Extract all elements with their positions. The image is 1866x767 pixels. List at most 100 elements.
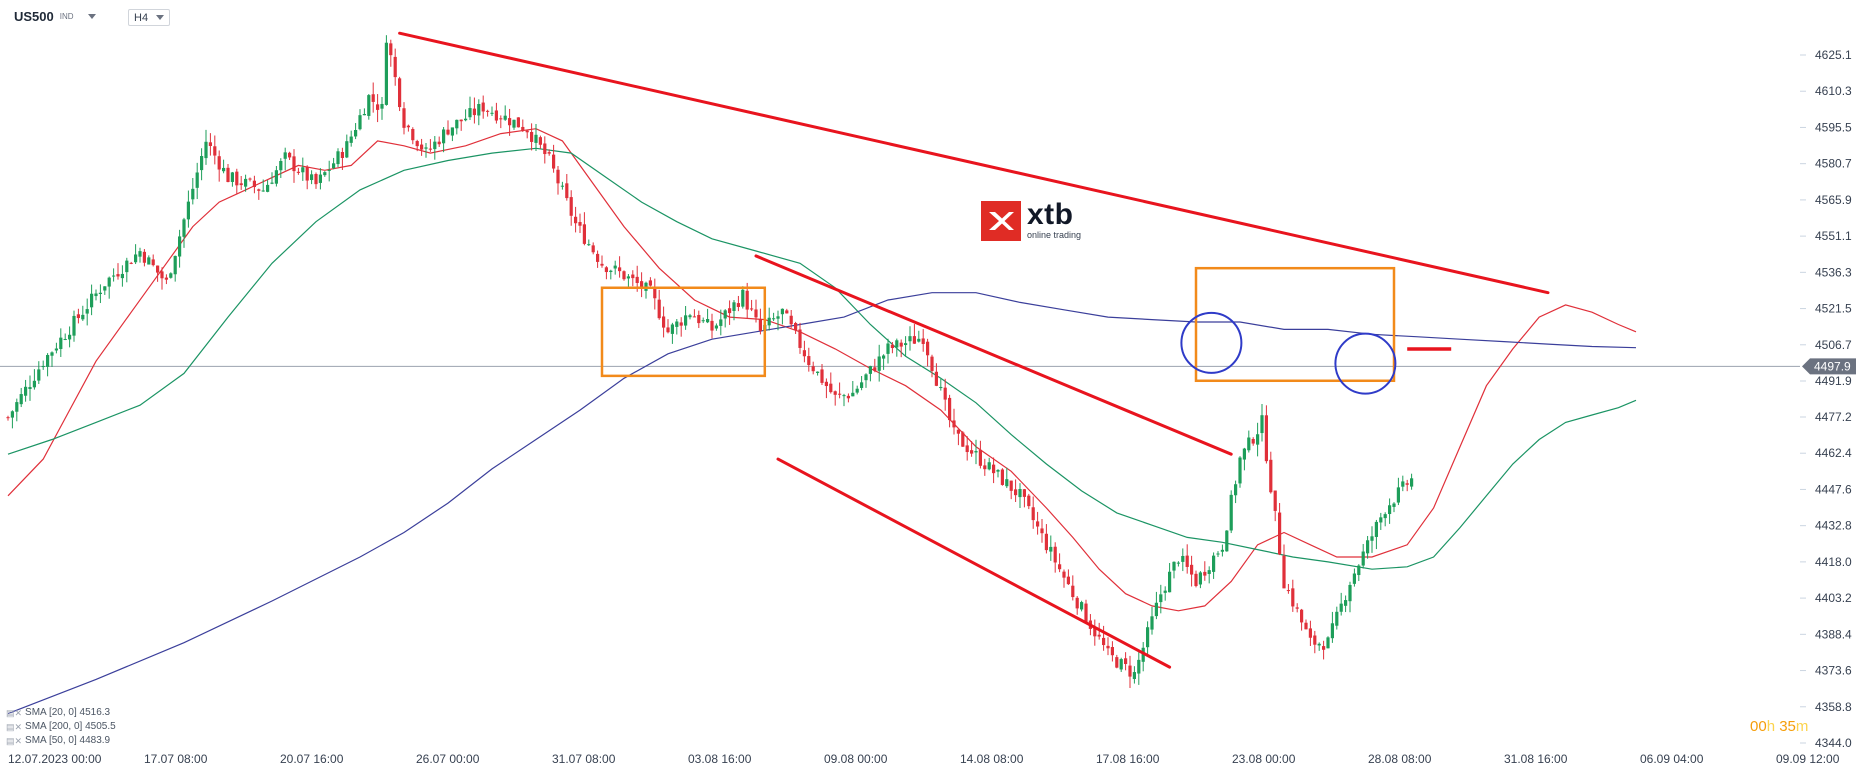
candle-body xyxy=(1097,634,1101,637)
candle-body xyxy=(1009,480,1013,491)
x-tick-label: 20.07 16:00 xyxy=(280,752,344,766)
candle-body xyxy=(912,336,916,344)
candle-body xyxy=(244,178,248,187)
legend-label: SMA [200, 0] 4505.5 xyxy=(25,721,116,732)
candle-body xyxy=(6,417,10,419)
candle-body xyxy=(156,265,160,273)
candle-body xyxy=(811,366,815,372)
candle-body xyxy=(807,356,811,365)
x-tick-label: 09.09 12:00 xyxy=(1776,752,1840,766)
candle-body xyxy=(477,104,481,116)
candle-body xyxy=(921,338,925,344)
x-tick-label: 06.09 04:00 xyxy=(1640,752,1704,766)
candle-body xyxy=(525,130,529,133)
consolidation-box[interactable] xyxy=(600,286,767,378)
trendline[interactable] xyxy=(398,31,1550,295)
highlight-circle[interactable] xyxy=(1180,311,1243,374)
indicator-settings-icon[interactable]: ▤✕ xyxy=(6,736,23,746)
candle-body xyxy=(653,286,657,299)
candle-body xyxy=(776,316,780,319)
candle-body xyxy=(622,271,626,280)
candle-body xyxy=(1172,561,1176,571)
candle-body xyxy=(543,143,547,155)
candle-body xyxy=(1410,478,1414,487)
candle-body xyxy=(908,336,912,342)
candle-body xyxy=(279,160,283,171)
candle-body xyxy=(499,118,503,120)
candle-body xyxy=(1256,434,1260,445)
y-tick-label: 4358.8 xyxy=(1815,700,1852,714)
symbol-selector[interactable]: US500 IND xyxy=(14,9,96,24)
candle-body xyxy=(1286,590,1290,592)
candle-body xyxy=(274,170,278,184)
candle-body xyxy=(846,395,850,399)
candle-body xyxy=(1396,487,1400,503)
candle-body xyxy=(750,308,754,310)
candle-body xyxy=(336,151,340,165)
trendline[interactable] xyxy=(776,457,1172,669)
candle-body xyxy=(534,134,538,143)
candle-body xyxy=(591,245,595,253)
y-tick-label: 4388.4 xyxy=(1815,627,1852,641)
candle-body xyxy=(741,289,745,307)
candle-body xyxy=(208,142,212,147)
y-tick-label: 4565.9 xyxy=(1815,193,1852,207)
candle-body xyxy=(1330,623,1334,639)
candle-body xyxy=(1264,415,1268,462)
indicator-settings-icon[interactable]: ▤✕ xyxy=(6,722,23,732)
y-tick-label: 4625.1 xyxy=(1815,48,1852,62)
candle-body xyxy=(138,251,142,257)
candle-body xyxy=(516,117,520,128)
candle-body xyxy=(648,280,652,286)
y-tick-label: 4477.2 xyxy=(1815,410,1852,424)
x-tick-label: 31.08 16:00 xyxy=(1504,752,1568,766)
candle-body xyxy=(833,391,837,395)
candle-body xyxy=(459,119,463,122)
x-tick-label: 17.08 16:00 xyxy=(1096,752,1160,766)
candle-body xyxy=(389,43,393,56)
legend-item[interactable]: ▤✕ SMA [20, 0] 4516.3 xyxy=(6,706,116,720)
candle-body xyxy=(723,310,727,319)
candle-body xyxy=(886,343,890,354)
candle-body xyxy=(692,316,696,318)
candle-body xyxy=(1080,602,1084,610)
trendline[interactable] xyxy=(754,254,1233,456)
symbol-name: US500 xyxy=(14,9,54,24)
candle-body xyxy=(613,265,617,269)
last-price-label: 4497.9 xyxy=(1814,359,1851,373)
candle-body xyxy=(1220,549,1224,552)
candle-body xyxy=(701,320,705,322)
candle-body xyxy=(37,369,41,381)
candle-body xyxy=(794,323,798,331)
candle-body xyxy=(1159,594,1163,603)
candle-body xyxy=(1357,565,1361,576)
indicator-settings-icon[interactable]: ▤✕ xyxy=(6,708,23,718)
highlight-circle[interactable] xyxy=(1334,332,1397,395)
candle-body xyxy=(824,381,828,387)
candle-body xyxy=(160,271,164,279)
timeframe-selector[interactable]: H4 xyxy=(128,9,170,26)
legend-item[interactable]: ▤✕ SMA [50, 0] 4483.9 xyxy=(6,734,116,748)
candle-body xyxy=(428,148,432,150)
candle-body xyxy=(402,108,406,128)
candle-body xyxy=(1058,564,1062,570)
candle-body xyxy=(50,352,54,356)
consolidation-box[interactable] xyxy=(1194,266,1396,383)
candle-body xyxy=(41,366,45,368)
candle-body xyxy=(1247,437,1251,451)
candle-body xyxy=(1124,658,1128,665)
candle-body xyxy=(398,78,402,108)
candle-body xyxy=(1049,546,1053,552)
candle-body xyxy=(239,183,243,186)
logo-tagline: online trading xyxy=(1027,230,1082,240)
candle-body xyxy=(728,308,732,314)
candle-body xyxy=(1282,555,1286,589)
candle-body xyxy=(948,397,952,421)
candle-body xyxy=(926,341,930,356)
candle-body xyxy=(1005,479,1009,487)
candle-body xyxy=(195,172,199,188)
legend-item[interactable]: ▤✕ SMA [200, 0] 4505.5 xyxy=(6,720,116,734)
candle-countdown: 00h 35m xyxy=(1750,718,1808,735)
candle-body xyxy=(327,169,331,171)
